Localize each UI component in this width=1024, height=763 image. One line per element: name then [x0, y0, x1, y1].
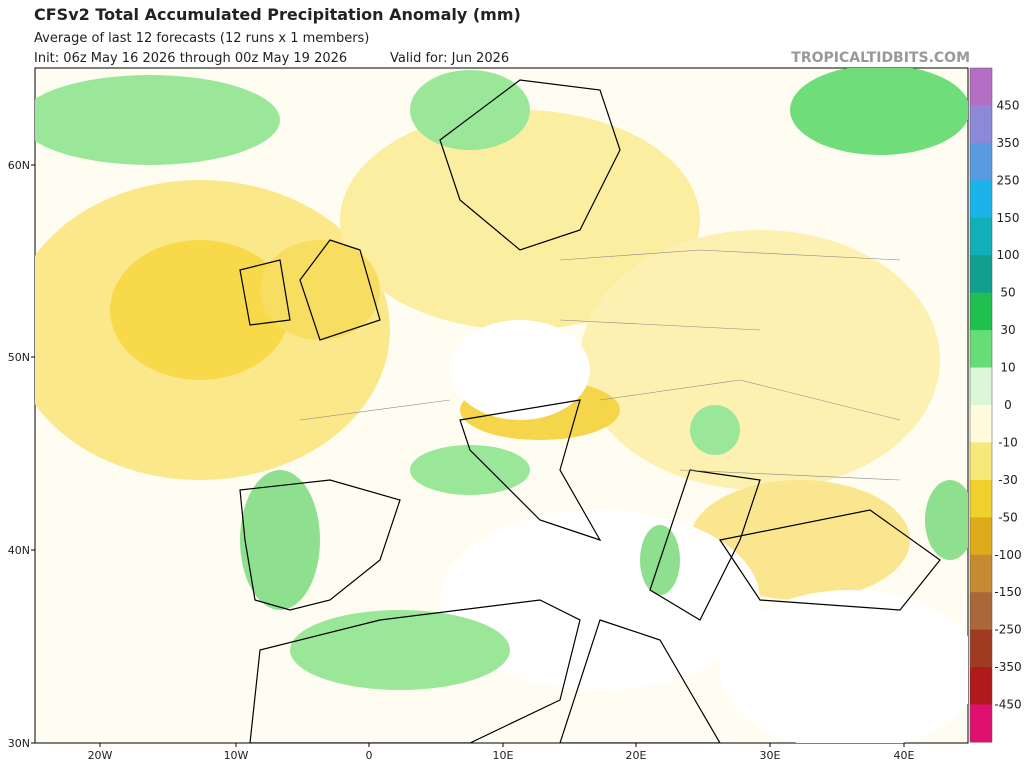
colorbar-label: -350 — [994, 660, 1021, 674]
anomaly-field — [35, 68, 968, 743]
colorbar-swatch — [970, 667, 992, 706]
lon-label: 30E — [760, 749, 781, 762]
colorbar-swatch — [970, 68, 992, 106]
map — [34, 67, 969, 744]
wet-area — [410, 70, 530, 150]
lon-label: 0 — [366, 749, 373, 762]
colorbar-swatch — [970, 405, 992, 443]
colorbar-label: 250 — [997, 173, 1020, 187]
neutral-area — [450, 320, 590, 420]
lat-label: 30N — [8, 737, 30, 750]
colorbar-swatch — [970, 367, 992, 406]
colorbar-frame — [969, 67, 993, 743]
colorbar-label: -10 — [998, 435, 1018, 449]
neutral-area — [720, 590, 968, 743]
colorbar-label: 30 — [1000, 323, 1015, 337]
watermark: TROPICALTIDBITS.COM — [791, 50, 970, 66]
colorbar-label: 10 — [1000, 361, 1015, 375]
dry-area — [110, 240, 290, 380]
colorbar-swatch — [970, 629, 992, 668]
wet-area — [690, 405, 740, 455]
colorbar-label: -250 — [994, 623, 1021, 637]
wet-area — [290, 610, 510, 690]
colorbar-swatch — [970, 255, 992, 294]
lon-label: 10W — [224, 749, 249, 762]
colorbar-label: 100 — [997, 248, 1020, 262]
colorbar-label: 150 — [997, 211, 1020, 225]
colorbar-swatch — [970, 554, 992, 593]
lat-label: 40N — [8, 544, 30, 557]
colorbar-swatch — [970, 517, 992, 556]
colorbar-label: 0 — [1004, 398, 1012, 412]
wet-area — [35, 75, 280, 165]
valid-text: Valid for: Jun 2026 — [390, 51, 509, 66]
colorbar-label: 50 — [1000, 286, 1015, 300]
colorbar-label: 450 — [997, 98, 1020, 112]
colorbar-swatch — [970, 142, 992, 181]
title: CFSv2 Total Accumulated Precipitation An… — [34, 5, 521, 24]
lon-label: 10E — [493, 749, 514, 762]
subtitle: Average of last 12 forecasts (12 runs x … — [34, 31, 369, 46]
wet-area — [240, 470, 320, 610]
wet-area — [925, 480, 968, 560]
dry-area — [340, 110, 700, 330]
colorbar-swatch — [970, 479, 992, 518]
colorbar-label: -450 — [994, 698, 1021, 712]
colorbar-swatch — [970, 105, 992, 144]
colorbar-label: -150 — [994, 585, 1021, 599]
colorbar-swatch — [970, 704, 992, 743]
lat-label: 50N — [8, 351, 30, 364]
lat-label: 60N — [8, 159, 30, 172]
wet-area — [790, 68, 968, 155]
dry-area — [260, 240, 380, 340]
lon-label: 40E — [894, 749, 915, 762]
colorbar-swatch — [970, 592, 992, 631]
colorbar-swatch — [970, 292, 992, 331]
colorbar-label: -30 — [998, 473, 1018, 487]
colorbar-label: -50 — [998, 510, 1018, 524]
border — [299, 249, 901, 481]
colorbar-swatch — [970, 180, 992, 219]
dry-area — [580, 230, 940, 490]
lon-label: 20E — [626, 749, 647, 762]
neutral-area — [440, 510, 760, 690]
colorbar-swatch — [970, 330, 992, 369]
lon-label: 20W — [88, 749, 113, 762]
colorbar-label: 350 — [997, 136, 1020, 150]
coastline — [239, 79, 941, 743]
colorbar-swatch — [970, 217, 992, 256]
wet-area — [410, 445, 530, 495]
colorbar-swatch — [970, 442, 992, 481]
colorbar-label: -100 — [994, 548, 1021, 562]
init-text: Init: 06z May 16 2026 through 00z May 19… — [34, 51, 347, 66]
